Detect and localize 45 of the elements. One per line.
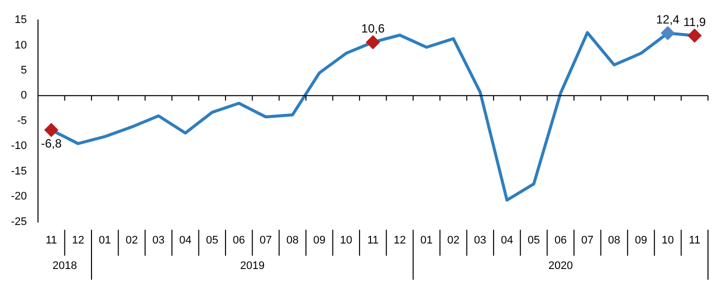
x-tick-label: 11 <box>367 234 379 246</box>
x-tick-label: 04 <box>500 234 514 246</box>
y-tick-label: 5 <box>20 64 27 76</box>
y-tick-label: -20 <box>10 190 27 203</box>
x-tick-label: 05 <box>528 234 540 246</box>
x-tick-label: 10 <box>340 234 352 246</box>
x-tick-label: 08 <box>286 234 299 246</box>
x-tick-label: 06 <box>554 234 567 246</box>
x-tick-label: 04 <box>179 234 192 246</box>
y-tick-label: 15 <box>14 14 27 26</box>
data-label: 11,9 <box>683 14 706 29</box>
point <box>44 123 58 136</box>
text: 2020 <box>548 260 573 272</box>
x-tick-label: 06 <box>232 234 246 246</box>
x-tick-label: 11 <box>46 234 58 246</box>
x-tick-label: 03 <box>152 234 165 246</box>
y-tick-label: -5 <box>17 114 27 127</box>
data-label: 12,4 <box>656 12 680 26</box>
point <box>661 26 674 40</box>
x-tick-label: 12 <box>394 234 406 246</box>
x-tick-label: 07 <box>260 234 272 246</box>
x-tick-label: 11 <box>688 234 700 246</box>
x-tick-label: 03 <box>474 234 486 246</box>
y-tick-label: -25 <box>10 216 27 228</box>
y-tick-label: 0 <box>20 90 27 102</box>
x-tick-label: 08 <box>608 234 620 246</box>
x-tick-label: 01 <box>420 234 433 246</box>
data-label: 10,6 <box>361 22 385 36</box>
point <box>688 29 702 42</box>
y-tick-label: -10 <box>10 140 27 152</box>
x-tick-label: 10 <box>662 234 674 246</box>
x-tick-label: 05 <box>206 234 218 246</box>
x-tick-label: 01 <box>98 234 112 246</box>
x-tick-label: 09 <box>313 234 326 246</box>
text: 2019 <box>240 260 265 272</box>
y-tick-label: -15 <box>10 165 27 178</box>
y-tick-label: 10 <box>14 39 27 52</box>
x-tick-label: 02 <box>447 234 460 246</box>
x-tick-label: 02 <box>126 234 138 246</box>
point <box>366 36 380 49</box>
data-label: -6,8 <box>40 136 62 150</box>
text: 2018 <box>52 260 77 272</box>
x-tick-label: 07 <box>581 234 594 246</box>
x-tick-label: 09 <box>634 234 648 246</box>
x-tick-label: 12 <box>72 234 84 246</box>
